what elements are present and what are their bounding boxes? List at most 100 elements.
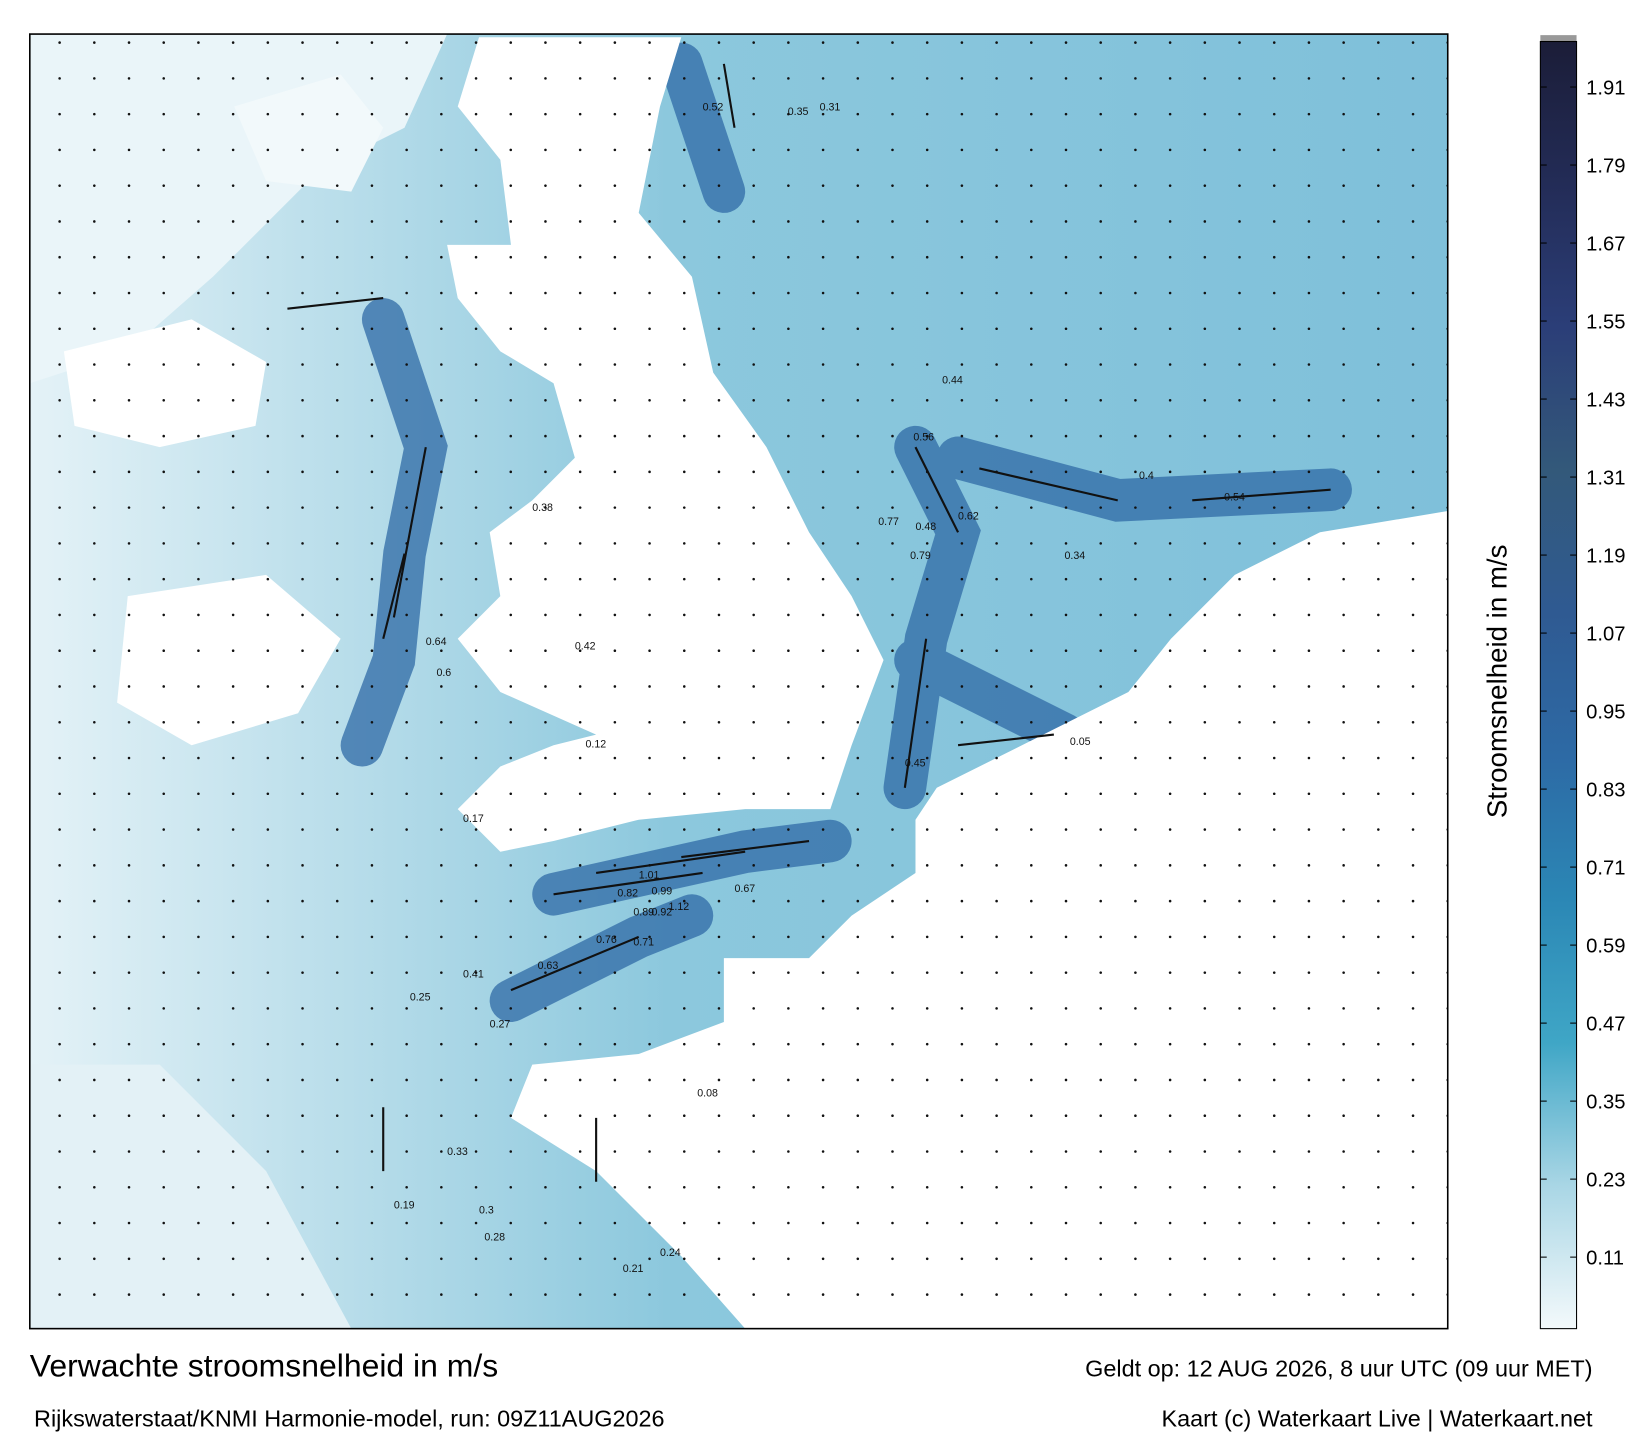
grid-dot bbox=[1099, 864, 1102, 867]
grid-dot bbox=[544, 470, 547, 474]
grid-dot bbox=[752, 1257, 755, 1261]
grid-dot bbox=[509, 1007, 513, 1010]
grid-dot bbox=[856, 184, 860, 187]
grid-dot bbox=[335, 112, 339, 116]
grid-dot bbox=[1342, 327, 1345, 331]
grid-dot bbox=[717, 41, 721, 44]
land bbox=[117, 574, 341, 746]
grid-dot bbox=[856, 577, 860, 581]
grid-dot bbox=[440, 1007, 443, 1010]
grid-dot bbox=[578, 41, 582, 44]
grid-dot bbox=[1377, 542, 1380, 545]
grid-dot bbox=[1307, 77, 1311, 80]
grid-dot bbox=[301, 792, 304, 796]
colorbar-tick-label: 0.59 bbox=[1586, 936, 1625, 958]
grid-dot bbox=[1064, 899, 1068, 903]
grid-dot bbox=[231, 649, 235, 652]
grid-dot bbox=[127, 577, 131, 581]
grid-dot bbox=[682, 935, 686, 939]
grid-dot bbox=[856, 1185, 860, 1189]
grid-dot bbox=[266, 971, 270, 974]
grid-dot bbox=[787, 327, 790, 331]
grid-dot bbox=[717, 828, 721, 831]
grid-dot bbox=[1064, 184, 1068, 187]
grid-dot bbox=[197, 184, 200, 187]
grid-dot bbox=[1342, 864, 1345, 867]
grid-dot bbox=[474, 1114, 478, 1117]
grid-dot bbox=[682, 327, 686, 331]
grid-dot bbox=[578, 828, 582, 831]
grid-dot bbox=[995, 1257, 998, 1261]
grid-dot bbox=[1203, 1221, 1207, 1225]
grid-dot bbox=[162, 649, 165, 652]
grid-dot bbox=[197, 470, 200, 474]
grid-dot bbox=[1064, 112, 1068, 116]
speed-label: 0.38 bbox=[532, 502, 553, 514]
grid-dot bbox=[995, 1078, 998, 1082]
grid-dot bbox=[335, 864, 339, 867]
grid-dot bbox=[370, 184, 374, 187]
grid-dot bbox=[58, 1185, 61, 1189]
grid-dot bbox=[1411, 1042, 1415, 1046]
grid-dot bbox=[405, 1221, 408, 1225]
grid-dot bbox=[301, 363, 304, 366]
grid-dot bbox=[509, 220, 513, 223]
grid-dot bbox=[93, 828, 96, 831]
grid-dot bbox=[925, 1257, 929, 1261]
grid-dot bbox=[1238, 720, 1241, 724]
grid-dot bbox=[266, 327, 270, 331]
grid-dot bbox=[474, 291, 478, 295]
grid-dot bbox=[1411, 542, 1415, 545]
grid-dot bbox=[1064, 255, 1068, 259]
grid-dot bbox=[1134, 1293, 1137, 1296]
grid-dot bbox=[995, 577, 998, 581]
grid-dot bbox=[960, 112, 964, 116]
grid-dot bbox=[162, 77, 165, 80]
grid-dot bbox=[648, 756, 651, 760]
grid-dot bbox=[197, 1221, 200, 1225]
grid-dot bbox=[301, 828, 304, 831]
grid-dot bbox=[1377, 184, 1380, 187]
grid-dot bbox=[1238, 77, 1241, 80]
grid-dot bbox=[752, 971, 755, 974]
grid-dot bbox=[509, 327, 513, 331]
grid-dot bbox=[474, 434, 478, 438]
grid-dot bbox=[1238, 756, 1241, 760]
grid-dot bbox=[127, 77, 131, 80]
grid-dot bbox=[1099, 41, 1102, 44]
grid-dot bbox=[162, 613, 165, 617]
grid-dot bbox=[1030, 1185, 1033, 1189]
grid-dot bbox=[682, 577, 686, 581]
speed-label: 0.76 bbox=[596, 934, 617, 946]
grid-dot bbox=[856, 935, 860, 939]
grid-dot bbox=[787, 1042, 790, 1046]
grid-dot bbox=[1099, 1221, 1102, 1225]
grid-dot bbox=[301, 470, 304, 474]
grid-dot bbox=[127, 1042, 131, 1046]
grid-dot bbox=[405, 363, 408, 366]
grid-dot bbox=[58, 971, 61, 974]
grid-dot bbox=[1134, 613, 1137, 617]
grid-dot bbox=[578, 864, 582, 867]
grid-dot bbox=[1272, 291, 1276, 295]
grid-dot bbox=[93, 685, 96, 688]
grid-dot bbox=[405, 720, 408, 724]
grid-dot bbox=[578, 77, 582, 80]
grid-dot bbox=[995, 685, 998, 688]
grid-dot bbox=[1342, 1185, 1345, 1189]
grid-dot bbox=[1203, 685, 1207, 688]
grid-dot bbox=[925, 41, 929, 44]
grid-dot bbox=[648, 1007, 651, 1010]
grid-dot bbox=[1030, 899, 1033, 903]
grid-dot bbox=[1307, 41, 1311, 44]
grid-dot bbox=[1099, 1257, 1102, 1261]
colorbar-tick-label: 1.67 bbox=[1586, 233, 1625, 255]
grid-dot bbox=[1342, 542, 1345, 545]
grid-dot bbox=[1168, 1150, 1172, 1153]
grid-dot bbox=[787, 291, 790, 295]
grid-dot bbox=[682, 112, 686, 116]
grid-dot bbox=[682, 1078, 686, 1082]
grid-dot bbox=[821, 613, 825, 617]
grid-dot bbox=[1272, 112, 1276, 116]
grid-dot bbox=[891, 506, 894, 509]
